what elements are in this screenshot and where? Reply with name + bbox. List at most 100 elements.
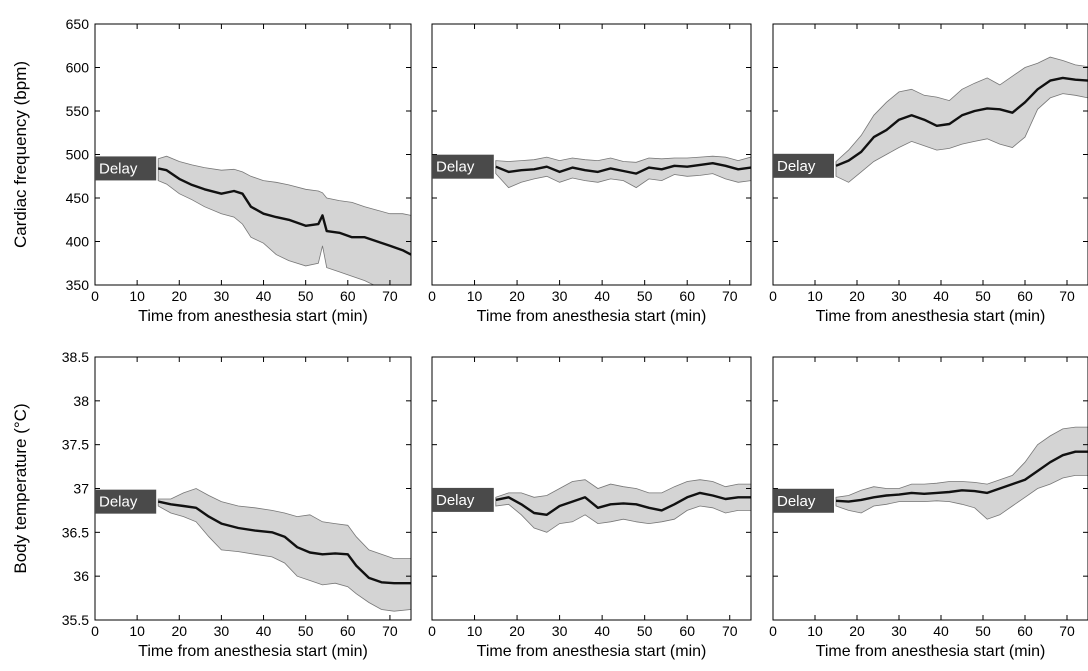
- mean-line: [157, 500, 411, 585]
- x-tick-label: 40: [594, 623, 610, 639]
- x-tick-label: 20: [171, 288, 187, 304]
- x-tick-label: 10: [129, 288, 145, 304]
- x-tick-label: 0: [91, 288, 99, 304]
- x-tick-label: 60: [679, 623, 695, 639]
- x-tick-label: 60: [679, 288, 695, 304]
- mean-line: [835, 450, 1088, 503]
- mean-line: [495, 162, 751, 175]
- x-axis-label: Time from anesthesia start (min): [816, 643, 1046, 660]
- y-tick-label: 35.5: [62, 612, 89, 628]
- confidence-band: [157, 488, 411, 612]
- delay-label: Delay: [777, 493, 816, 510]
- x-axis-label: Time from anesthesia start (min): [138, 308, 368, 325]
- x-tick-label: 70: [722, 623, 738, 639]
- x-tick-label: 20: [171, 623, 187, 639]
- x-tick-label: 50: [975, 288, 991, 304]
- y-tick-label: 600: [66, 60, 90, 76]
- y-axis-label: Body temperature (°C): [11, 403, 30, 573]
- x-axis-label: Time from anesthesia start (min): [816, 308, 1046, 325]
- y-tick-label: 37: [73, 481, 89, 497]
- x-tick-label: 20: [509, 623, 525, 639]
- confidence-band: [835, 56, 1088, 183]
- y-tick-label: 450: [66, 190, 90, 206]
- y-tick-label: 400: [66, 234, 90, 250]
- chart-panel-row2-col3: 0 10 20 30 40 50 60 70 Time from anesthesia star…: [769, 356, 1088, 660]
- delay-label: Delay: [777, 158, 816, 175]
- x-tick-label: 0: [428, 623, 436, 639]
- x-tick-label: 50: [637, 623, 653, 639]
- delay-box: [773, 488, 834, 513]
- mean-line: [835, 76, 1088, 167]
- delay-box: [773, 153, 834, 178]
- x-axis-label: Time from anesthesia start (min): [138, 643, 368, 660]
- x-tick-label: 60: [340, 623, 356, 639]
- x-tick-label: 70: [382, 288, 398, 304]
- chart-panel-row1-col3: 0 10 20 30 40 50 60 70 Time from anesthesia star…: [769, 23, 1088, 325]
- x-tick-label: 0: [91, 623, 99, 639]
- x-tick-label: 40: [933, 288, 949, 304]
- delay-label: Delay: [99, 160, 138, 177]
- x-tick-label: 70: [722, 288, 738, 304]
- x-tick-label: 50: [298, 288, 314, 304]
- y-axis-label: Cardiac frequency (bpm): [11, 61, 30, 248]
- x-tick-label: 10: [807, 288, 823, 304]
- x-tick-label: 30: [552, 623, 568, 639]
- delay-box: [95, 489, 157, 514]
- chart-panel-row1-col1: 0 10 20 30 40 50 60 70 350 400 450 500 550 600 650 Time…: [11, 16, 412, 325]
- x-axis-label: Time from anesthesia start (min): [477, 308, 707, 325]
- x-tick-label: 0: [428, 288, 436, 304]
- x-tick-label: 40: [594, 288, 610, 304]
- delay-label: Delay: [436, 492, 475, 509]
- x-tick-label: 10: [129, 623, 145, 639]
- x-tick-label: 30: [891, 288, 907, 304]
- x-tick-label: 10: [807, 623, 823, 639]
- confidence-band: [157, 155, 411, 285]
- axes-frame: [431, 23, 752, 286]
- x-tick-label: 30: [214, 288, 230, 304]
- x-tick-label: 70: [1059, 623, 1075, 639]
- x-tick-label: 70: [1059, 288, 1075, 304]
- confidence-band: [835, 426, 1088, 520]
- x-tick-label: 30: [891, 623, 907, 639]
- x-tick-label: 20: [509, 288, 525, 304]
- y-tick-label: 500: [66, 147, 90, 163]
- chart-panel-row2-col1: 0 10 20 30 40 50 60 70 35.5 36 36.5 37 37.5 38 38.5 Tim…: [11, 349, 412, 660]
- x-tick-label: 50: [298, 623, 314, 639]
- x-tick-label: 20: [849, 288, 865, 304]
- x-tick-label: 40: [256, 288, 272, 304]
- y-tick-label: 38: [73, 393, 89, 409]
- x-tick-label: 40: [933, 623, 949, 639]
- x-tick-label: 40: [256, 623, 272, 639]
- x-tick-label: 50: [975, 623, 991, 639]
- y-tick-label: 650: [66, 16, 90, 32]
- x-tick-label: 10: [467, 288, 483, 304]
- y-tick-label: 36: [73, 568, 89, 584]
- x-tick-label: 60: [1017, 288, 1033, 304]
- chart-panel-row1-col2: 0 10 20 30 40 50 60 70 Time from anesthesia star…: [428, 23, 752, 325]
- delay-box: [432, 154, 494, 179]
- confidence-band: [495, 479, 751, 533]
- x-tick-label: 70: [382, 623, 398, 639]
- delay-label: Delay: [436, 159, 475, 176]
- mean-line: [495, 491, 751, 516]
- x-tick-label: 0: [769, 288, 777, 304]
- y-tick-label: 550: [66, 103, 90, 119]
- delay-box: [432, 487, 494, 512]
- chart-panel-row2-col2: 0 10 20 30 40 50 60 70 Time from anesthesia star…: [428, 356, 752, 660]
- x-tick-label: 50: [637, 288, 653, 304]
- x-tick-label: 20: [849, 623, 865, 639]
- x-tick-label: 30: [214, 623, 230, 639]
- x-tick-label: 60: [340, 288, 356, 304]
- x-axis-label: Time from anesthesia start (min): [477, 643, 707, 660]
- y-tick-label: 36.5: [62, 524, 89, 540]
- mean-line: [157, 167, 411, 256]
- y-tick-label: 37.5: [62, 437, 89, 453]
- x-tick-label: 30: [552, 288, 568, 304]
- y-tick-label: 38.5: [62, 349, 89, 365]
- y-tick-label: 350: [66, 277, 90, 293]
- delay-label: Delay: [99, 494, 138, 511]
- delay-box: [95, 156, 157, 181]
- x-tick-label: 0: [769, 623, 777, 639]
- x-tick-label: 10: [467, 623, 483, 639]
